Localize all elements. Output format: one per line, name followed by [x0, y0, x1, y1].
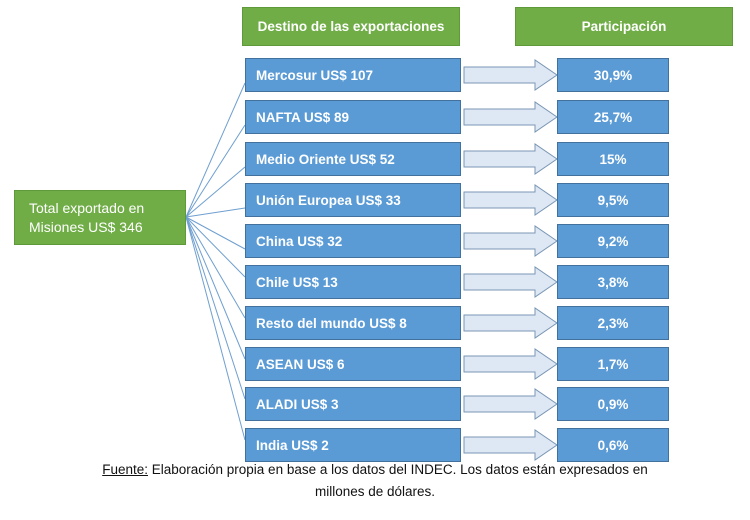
destination-row: India US$ 2 0,6% [0, 428, 750, 462]
connector-line [185, 124, 246, 218]
share-box: 9,2% [557, 224, 669, 258]
destination-row: Mercosur US$ 107 30,9% [0, 58, 750, 92]
right-arrow-icon [463, 184, 558, 216]
right-arrow-icon [463, 266, 558, 298]
footer-label: Fuente: [102, 462, 148, 477]
connector-line [185, 166, 246, 218]
destination-row: Medio Oriente US$ 52 15% [0, 142, 750, 176]
share-box: 2,3% [557, 306, 669, 340]
destination-header: Destino de las exportaciones [242, 7, 460, 46]
destination-box: NAFTA US$ 89 [245, 100, 461, 134]
destination-box: Medio Oriente US$ 52 [245, 142, 461, 176]
footer-line2: millones de dólares. [314, 484, 436, 499]
destination-box: China US$ 32 [245, 224, 461, 258]
destination-row: Resto del mundo US$ 8 2,3% [0, 306, 750, 340]
right-arrow-icon [463, 348, 558, 380]
right-arrow-icon [463, 59, 558, 91]
destination-row: Unión Europea US$ 33 9,5% [0, 183, 750, 217]
destination-row: ALADI US$ 3 0,9% [0, 387, 750, 421]
share-box: 0,6% [557, 428, 669, 462]
connector-line [185, 216, 246, 360]
connector-line [185, 216, 246, 250]
connector-line [185, 207, 246, 218]
footer-source: Fuente: Elaboración propia en base a los… [0, 462, 750, 477]
footer-text: Elaboración propia en base a los datos d… [147, 462, 648, 477]
destination-row: NAFTA US$ 89 25,7% [0, 100, 750, 134]
share-box: 1,7% [557, 347, 669, 381]
total-exported-box: Total exportado en Misiones US$ 346 [14, 190, 186, 245]
destination-box: India US$ 2 [245, 428, 461, 462]
destination-box: ASEAN US$ 6 [245, 347, 461, 381]
destination-row: Chile US$ 13 3,8% [0, 265, 750, 299]
share-box: 30,9% [557, 58, 669, 92]
connector-line [185, 216, 246, 441]
right-arrow-icon [463, 388, 558, 420]
right-arrow-icon [463, 429, 558, 461]
connector-line [185, 82, 246, 218]
share-header: Participación [515, 7, 733, 46]
connector-line [185, 216, 246, 319]
right-arrow-icon [463, 225, 558, 257]
destination-box: Chile US$ 13 [245, 265, 461, 299]
share-box: 25,7% [557, 100, 669, 134]
total-line2: Misiones US$ 346 [29, 219, 143, 235]
share-box: 0,9% [557, 387, 669, 421]
right-arrow-icon [463, 101, 558, 133]
destination-box: Resto del mundo US$ 8 [245, 306, 461, 340]
share-box: 9,5% [557, 183, 669, 217]
destination-row: ASEAN US$ 6 1,7% [0, 347, 750, 381]
destination-box: ALADI US$ 3 [245, 387, 461, 421]
connector-line [185, 216, 246, 278]
connector-line [185, 216, 246, 400]
share-box: 15% [557, 142, 669, 176]
destination-row: China US$ 32 9,2% [0, 224, 750, 258]
destination-box: Unión Europea US$ 33 [245, 183, 461, 217]
right-arrow-icon [463, 307, 558, 339]
total-line1: Total exportado en [29, 200, 145, 216]
destination-box: Mercosur US$ 107 [245, 58, 461, 92]
right-arrow-icon [463, 143, 558, 175]
share-box: 3,8% [557, 265, 669, 299]
